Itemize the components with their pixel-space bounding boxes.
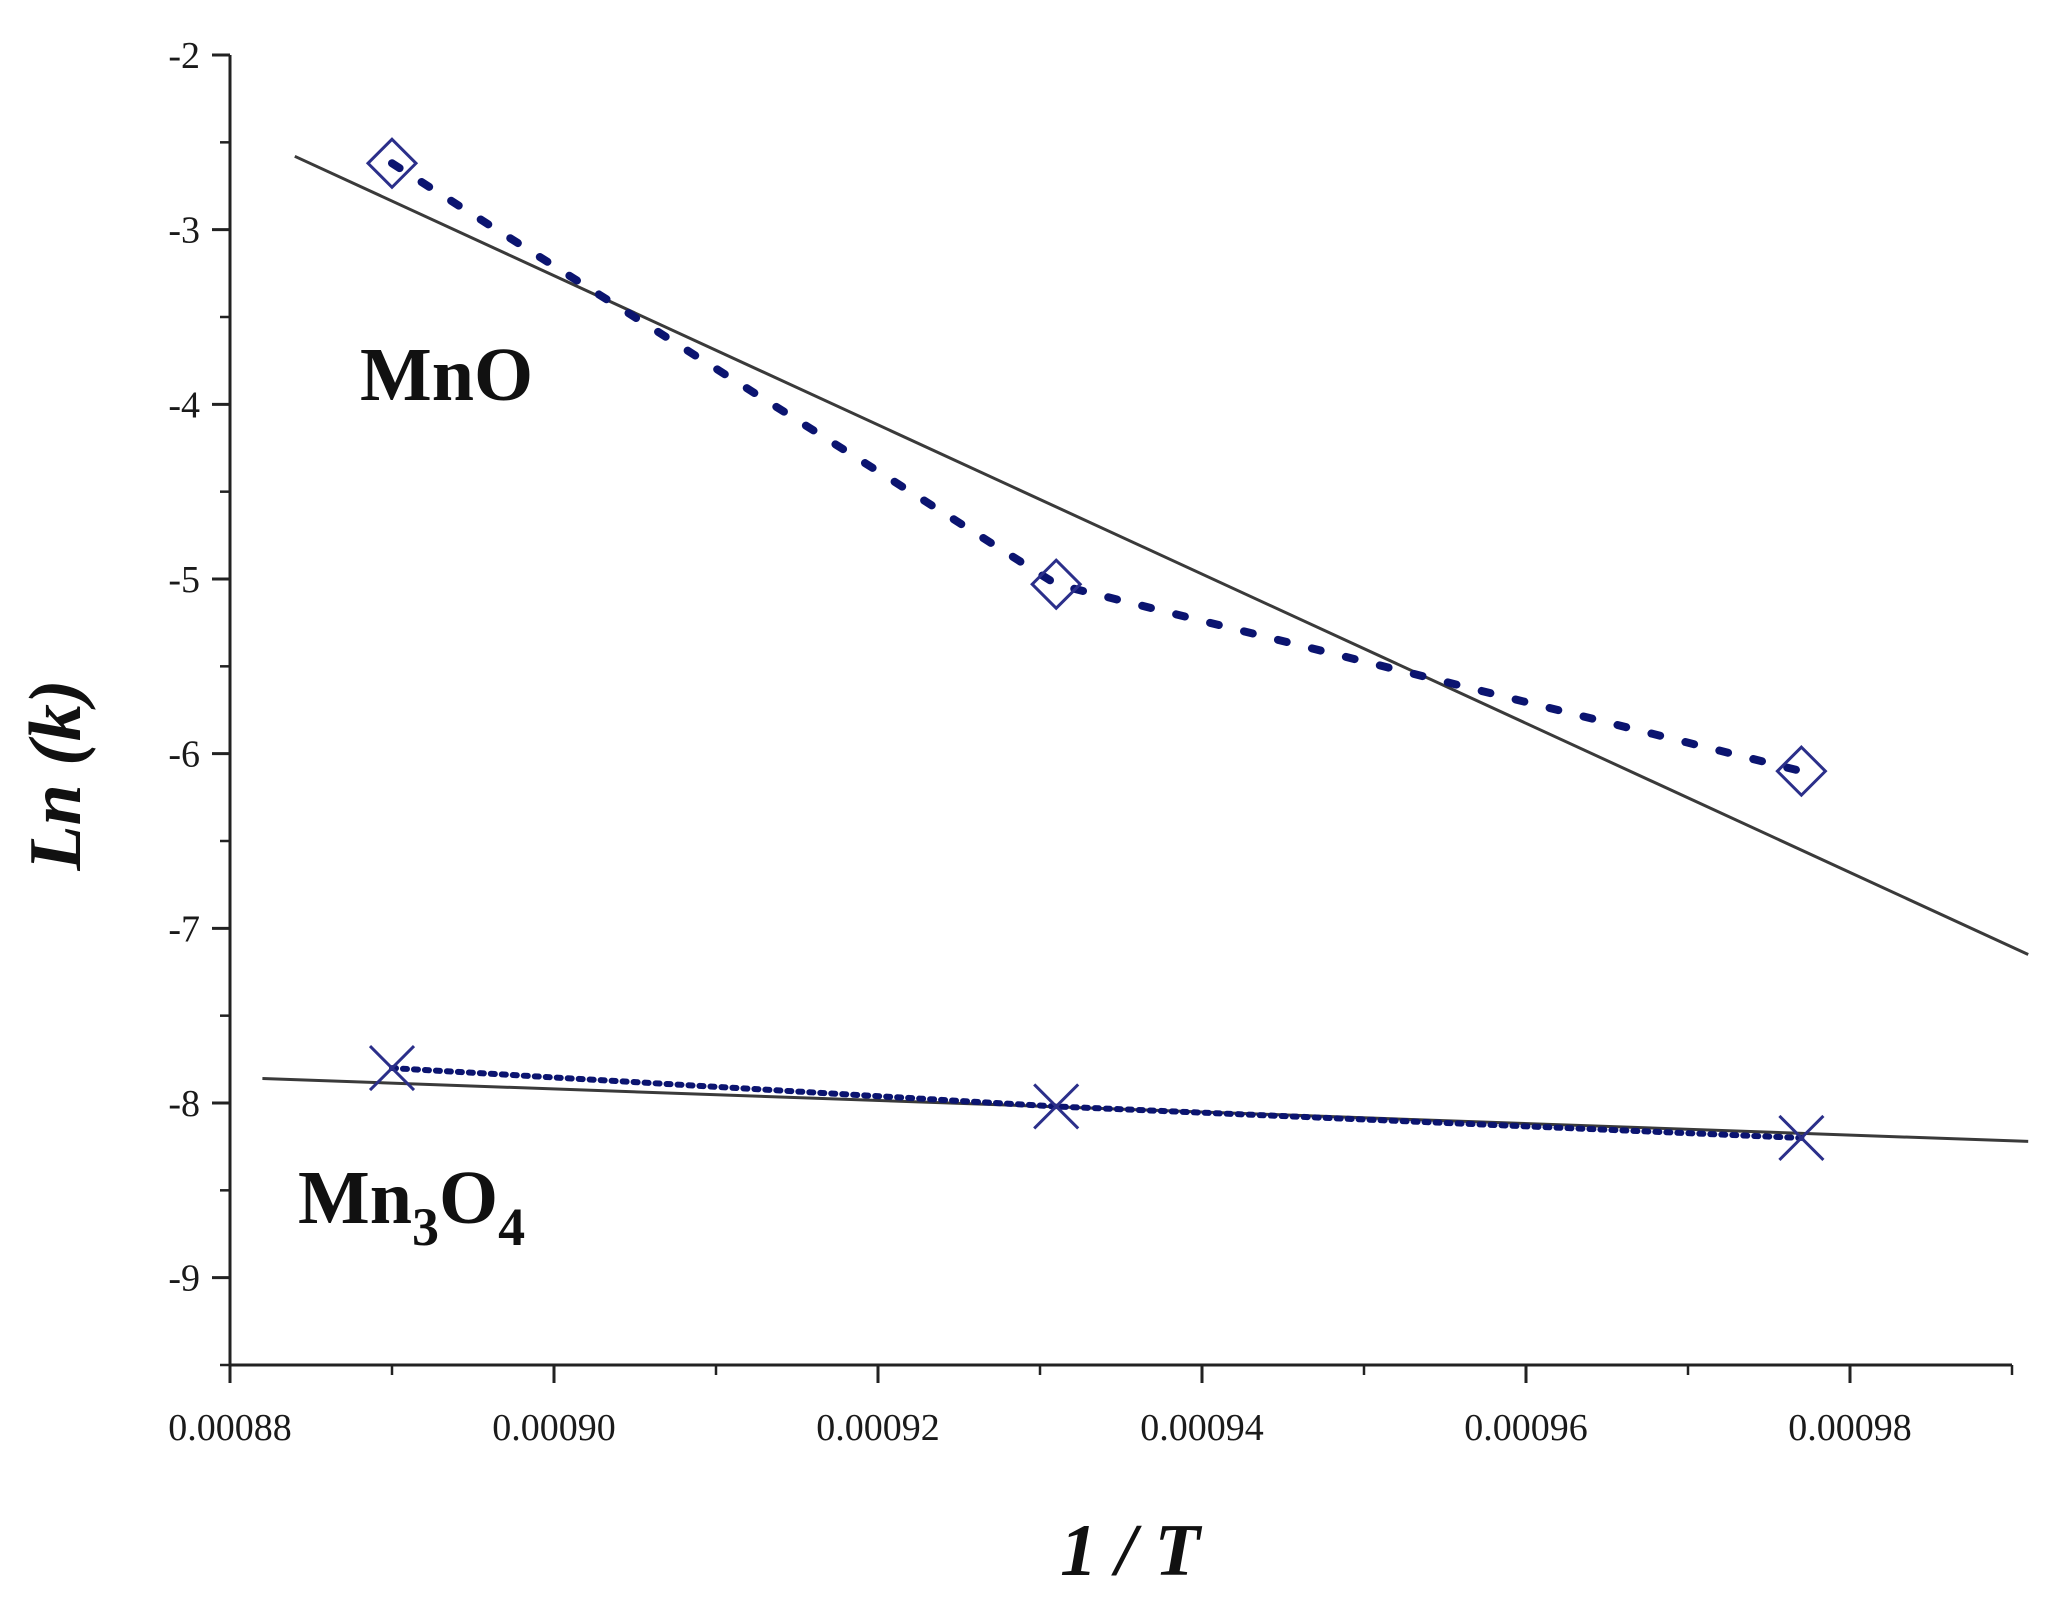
y-tick-label: -7 xyxy=(168,908,200,950)
data-markers xyxy=(365,137,1828,1161)
marker-mn3o4-stroke xyxy=(1778,1114,1825,1161)
x-axis-title: 1 / T xyxy=(1060,1510,1203,1592)
y-tick-label: -8 xyxy=(168,1083,200,1125)
fit-lines xyxy=(262,154,2029,1143)
axes: -9 -8 -7 -6 -5 -4 -3 -2 0.00088 0.00090 0.00092 0.0… xyxy=(168,35,2014,1449)
y-axis-title: Ln (k) xyxy=(15,679,97,871)
y-tick-label: -2 xyxy=(168,35,200,77)
y-tick-label: -5 xyxy=(168,559,200,601)
marker-mn3o4-stroke xyxy=(368,1045,416,1092)
mn3o4-label-o: O xyxy=(439,1156,498,1240)
x-tick-label: 0.00096 xyxy=(1464,1407,1588,1449)
mn3o4-label-sub-3: 3 xyxy=(412,1197,439,1257)
marker-mn3o4 xyxy=(1778,1114,1825,1161)
dotted-line-mn3o4 xyxy=(389,1065,1805,1141)
x-tick-label: 0.00090 xyxy=(492,1407,616,1449)
x-tick-label: 0.00092 xyxy=(816,1407,940,1449)
marker-mno xyxy=(1775,745,1828,798)
series-label-mno: MnO xyxy=(360,333,533,417)
connecting-dotted-lines xyxy=(388,159,1806,1141)
dotted-line-mno xyxy=(388,159,1806,776)
marker-mno xyxy=(365,137,419,190)
y-tick-label: -4 xyxy=(168,384,200,426)
fit-line-mno xyxy=(294,154,2029,956)
y-tick-label: -3 xyxy=(168,210,200,252)
y-tick-label: -9 xyxy=(168,1258,200,1300)
y-tick-label: -6 xyxy=(168,734,200,776)
x-tick-label: 0.00094 xyxy=(1140,1407,1264,1449)
marker-mn3o4 xyxy=(368,1045,416,1092)
series-label-mn3o4: Mn3O4 xyxy=(298,1156,525,1257)
x-tick-label: 0.00088 xyxy=(168,1407,292,1449)
mn3o4-label-sub-4: 4 xyxy=(498,1197,525,1257)
marker-mn3o4-stroke xyxy=(1033,1083,1080,1130)
marker-mn3o4 xyxy=(1033,1083,1080,1130)
mn3o4-label-mn: Mn xyxy=(298,1156,412,1240)
marker-mno xyxy=(1030,558,1083,611)
x-tick-label: 0.00098 xyxy=(1788,1407,1912,1449)
